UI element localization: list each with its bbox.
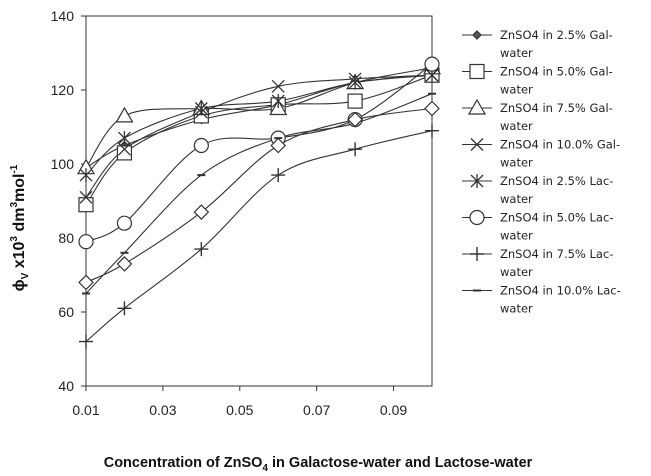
legend-marker: [469, 209, 485, 226]
y-title-phi-sub: V: [20, 272, 31, 279]
legend-marker: [472, 30, 482, 40]
y-tick-labels: 40 60 80 100 120 140: [51, 8, 75, 394]
series-line-znso4-in-7-5-lac-water: [85, 130, 433, 343]
data-point-znso4-in-2-5-lac-water: [79, 168, 93, 183]
legend-label: ZnSO4 in 10.0% Lac-: [500, 284, 621, 298]
x-tick-label: 0.01: [72, 402, 99, 418]
y-title-sup2: 3: [9, 202, 20, 208]
data-point-znso4-in-10-0-gal-water: [79, 190, 93, 204]
data-point-znso4-in-2-5-gal-water-open-diamond: [116, 256, 133, 272]
legend-label: water: [500, 265, 533, 279]
legend-label: water: [500, 119, 533, 133]
data-point-znso4-in-5-0-gal-water: [347, 93, 363, 109]
legend-marker: [470, 138, 484, 151]
series-line-znso4-in-10-0-gal-water: [85, 74, 433, 198]
x-tick-label: 0.03: [149, 402, 176, 418]
data-point-znso4-in-10-0-gal-water: [271, 79, 285, 93]
data-point-znso4-in-5-0-lac-water: [424, 56, 440, 72]
data-point-znso4-in-2-5-gal-water-open-diamond: [193, 204, 210, 220]
data-point-znso4-in-2-5-gal-water-open-diamond: [424, 100, 440, 117]
axes: [81, 15, 433, 391]
y-tick-label: 120: [51, 82, 75, 98]
data-point-znso4-in-2-5-gal-water-open-diamond: [270, 137, 287, 154]
data-point-znso4-in-7-5-lac-water: [348, 142, 363, 157]
legend-label: water: [500, 192, 533, 206]
legend-label: ZnSO4 in 2.5% Gal-: [500, 28, 613, 42]
legend-item: ZnSO4 in 5.0% Lac-water: [462, 209, 613, 243]
legend-item: ZnSO4 in 7.5% Gal-water: [462, 98, 613, 133]
data-point-znso4-in-7-5-lac-water: [194, 242, 209, 257]
legend-item: ZnSO4 in 10.0% Gal-water: [462, 138, 620, 170]
x-axis-title-sub: 4: [262, 463, 268, 474]
legend-label: water: [500, 229, 533, 243]
data-point-znso4-in-5-0-gal-water: [116, 145, 133, 161]
legend-label: water: [500, 83, 533, 97]
y-tick-label: 140: [51, 8, 75, 24]
data-point-znso4-in-5-0-lac-water: [116, 215, 133, 231]
data-point-znso4-in-5-0-lac-water: [193, 137, 209, 154]
series-line-znso4-in-7-5-gal-water: [85, 67, 433, 169]
y-tick-label: 60: [58, 304, 74, 320]
y-tick-label: 40: [58, 378, 74, 394]
plot-frame: [85, 15, 433, 387]
data-point-znso4-in-2-5-gal-water-open-diamond: [347, 111, 363, 128]
y-title-sup1: 3: [9, 236, 20, 242]
legend-marker: [470, 174, 484, 188]
x-tick-label: 0.09: [380, 402, 407, 418]
data-point-znso4-in-2-5-lac-water: [117, 131, 131, 146]
legend-label: water: [500, 46, 533, 60]
x-axis-title-main: Concentration of ZnSO: [104, 455, 263, 471]
data-point-znso4-in-7-5-lac-water: [117, 301, 132, 316]
data-point-znso4-in-2-5-gal-water-open-diamond: [78, 274, 94, 291]
data-point-znso4-in-2-5-lac-water: [348, 75, 362, 90]
legend-label: water: [500, 156, 533, 170]
x-tick-label: 0.07: [303, 402, 330, 418]
data-point-znso4-in-7-5-lac-water: [79, 334, 93, 349]
legend-label: ZnSO4 in 7.5% Lac-: [500, 247, 613, 261]
y-tick-label: 100: [51, 156, 75, 172]
legend-label: ZnSO4 in 10.0% Gal-: [500, 138, 620, 152]
series-markers: [76, 56, 442, 349]
legend-marker: [470, 247, 484, 261]
y-title-sup3: -1: [9, 164, 20, 173]
legend-marker: [467, 98, 487, 115]
y-axis-title: ϕV x103 dm3mol-1: [9, 164, 31, 291]
legend-label: ZnSO4 in 5.0% Lac-: [500, 211, 613, 225]
legend-label: ZnSO4 in 5.0% Gal-: [500, 65, 613, 79]
legend-item: ZnSO4 in 2.5% Gal-water: [462, 28, 613, 60]
legend-label: water: [500, 302, 533, 316]
series-lines: [85, 63, 433, 343]
x-tick-label: 0.05: [226, 402, 253, 418]
legend-label: ZnSO4 in 7.5% Gal-: [500, 101, 613, 115]
data-point-znso4-in-2-5-lac-water: [194, 101, 208, 116]
y-tick-label: 80: [58, 230, 74, 246]
data-point-znso4-in-5-0-lac-water: [78, 234, 94, 250]
x-tick-labels: 0.01 0.03 0.05 0.07 0.09: [72, 402, 407, 418]
series-line-znso4-in-2-5-gal-water-open-diamond: [85, 107, 433, 283]
legend-item: ZnSO4 in 10.0% Lac-water: [462, 284, 621, 316]
data-point-znso4-in-7-5-lac-water: [425, 123, 439, 138]
series-line-znso4-in-10-0-lac-water: [85, 93, 433, 294]
x-axis-title: Concentration of ZnSO4 in Galactose-wate…: [104, 455, 533, 474]
y-title-mid: x10: [11, 241, 28, 272]
legend-item: ZnSO4 in 5.0% Gal-water: [462, 63, 613, 97]
x-axis-title-rest: in Galactose-water and Lactose-water: [268, 455, 533, 471]
legend-label: ZnSO4 in 2.5% Lac-: [500, 174, 613, 188]
legend-item: ZnSO4 in 2.5% Lac-water: [462, 174, 613, 206]
y-title-mol: mol: [11, 174, 28, 202]
legend-marker: [469, 63, 485, 80]
data-point-znso4-in-5-0-gal-water: [78, 197, 94, 213]
data-point-znso4-in-7-5-lac-water: [271, 168, 286, 183]
data-point-znso4-in-10-0-gal-water: [117, 142, 131, 156]
series-line-znso4-in-2-5-gal-water: [85, 74, 433, 169]
data-point-znso4-in-2-5-lac-water: [271, 94, 285, 109]
y-title-units: dm: [11, 208, 28, 236]
y-title-phi: ϕ: [11, 279, 28, 291]
data-point-znso4-in-7-5-gal-water: [115, 106, 134, 123]
legend-item: ZnSO4 in 7.5% Lac-water: [462, 247, 613, 279]
